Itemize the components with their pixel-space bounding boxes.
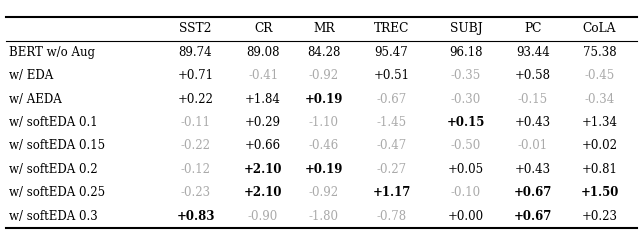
Text: 75.38: 75.38 bbox=[583, 46, 616, 59]
Text: +1.34: +1.34 bbox=[582, 116, 618, 129]
Text: w/ softEDA 0.15: w/ softEDA 0.15 bbox=[9, 139, 105, 152]
Text: -0.30: -0.30 bbox=[451, 93, 481, 106]
Text: SST2: SST2 bbox=[179, 22, 212, 35]
Text: CoLA: CoLA bbox=[583, 22, 616, 35]
Text: -0.41: -0.41 bbox=[248, 69, 278, 82]
Text: -0.47: -0.47 bbox=[376, 139, 406, 152]
Text: +0.67: +0.67 bbox=[513, 210, 552, 223]
Text: +0.02: +0.02 bbox=[582, 139, 618, 152]
Text: TREC: TREC bbox=[374, 22, 409, 35]
Text: +0.00: +0.00 bbox=[448, 210, 484, 223]
Text: +0.19: +0.19 bbox=[305, 93, 343, 106]
Text: -0.50: -0.50 bbox=[451, 139, 481, 152]
Text: -1.45: -1.45 bbox=[376, 116, 406, 129]
Text: +0.67: +0.67 bbox=[513, 186, 552, 199]
Text: 84.28: 84.28 bbox=[307, 46, 340, 59]
Text: -0.27: -0.27 bbox=[376, 163, 406, 176]
Text: -0.90: -0.90 bbox=[248, 210, 278, 223]
Text: +0.81: +0.81 bbox=[582, 163, 618, 176]
Text: 95.47: 95.47 bbox=[374, 46, 408, 59]
Text: +0.51: +0.51 bbox=[374, 69, 410, 82]
Text: -0.01: -0.01 bbox=[518, 139, 548, 152]
Text: -0.12: -0.12 bbox=[180, 163, 211, 176]
Text: +0.19: +0.19 bbox=[305, 163, 343, 176]
Text: 93.44: 93.44 bbox=[516, 46, 550, 59]
Text: +0.43: +0.43 bbox=[515, 116, 551, 129]
Text: PC: PC bbox=[524, 22, 541, 35]
Text: 89.74: 89.74 bbox=[179, 46, 212, 59]
Text: w/ softEDA 0.1: w/ softEDA 0.1 bbox=[9, 116, 97, 129]
Text: +1.17: +1.17 bbox=[372, 186, 411, 199]
Text: -0.35: -0.35 bbox=[451, 69, 481, 82]
Text: -0.46: -0.46 bbox=[308, 139, 339, 152]
Text: -0.15: -0.15 bbox=[518, 93, 548, 106]
Text: 89.08: 89.08 bbox=[246, 46, 280, 59]
Text: CR: CR bbox=[254, 22, 272, 35]
Text: MR: MR bbox=[313, 22, 335, 35]
Text: +2.10: +2.10 bbox=[244, 163, 282, 176]
Text: w/ AEDA: w/ AEDA bbox=[9, 93, 61, 106]
Text: +0.71: +0.71 bbox=[177, 69, 214, 82]
Text: w/ softEDA 0.3: w/ softEDA 0.3 bbox=[9, 210, 98, 223]
Text: w/ softEDA 0.25: w/ softEDA 0.25 bbox=[9, 186, 105, 199]
Text: +0.23: +0.23 bbox=[582, 210, 618, 223]
Text: -0.10: -0.10 bbox=[451, 186, 481, 199]
Text: -0.45: -0.45 bbox=[584, 69, 614, 82]
Text: -0.67: -0.67 bbox=[376, 93, 406, 106]
Text: BERT w/o Aug: BERT w/o Aug bbox=[9, 46, 95, 59]
Text: +1.84: +1.84 bbox=[245, 93, 281, 106]
Text: -0.78: -0.78 bbox=[376, 210, 406, 223]
Text: +0.83: +0.83 bbox=[176, 210, 215, 223]
Text: -0.92: -0.92 bbox=[309, 69, 339, 82]
Text: +0.66: +0.66 bbox=[245, 139, 281, 152]
Text: -0.92: -0.92 bbox=[309, 186, 339, 199]
Text: +0.43: +0.43 bbox=[515, 163, 551, 176]
Text: -1.10: -1.10 bbox=[309, 116, 339, 129]
Text: +2.10: +2.10 bbox=[244, 186, 282, 199]
Text: w/ softEDA 0.2: w/ softEDA 0.2 bbox=[9, 163, 97, 176]
Text: -0.23: -0.23 bbox=[180, 186, 211, 199]
Text: +1.50: +1.50 bbox=[580, 186, 619, 199]
Text: -0.11: -0.11 bbox=[180, 116, 211, 129]
Text: -0.22: -0.22 bbox=[180, 139, 211, 152]
Text: 96.18: 96.18 bbox=[449, 46, 483, 59]
Text: -0.34: -0.34 bbox=[584, 93, 614, 106]
Text: SUBJ: SUBJ bbox=[449, 22, 483, 35]
Text: +0.58: +0.58 bbox=[515, 69, 551, 82]
Text: +0.22: +0.22 bbox=[177, 93, 214, 106]
Text: -1.80: -1.80 bbox=[309, 210, 339, 223]
Text: w/ EDA: w/ EDA bbox=[9, 69, 53, 82]
Text: +0.29: +0.29 bbox=[245, 116, 281, 129]
Text: +0.15: +0.15 bbox=[447, 116, 485, 129]
Text: +0.05: +0.05 bbox=[448, 163, 484, 176]
